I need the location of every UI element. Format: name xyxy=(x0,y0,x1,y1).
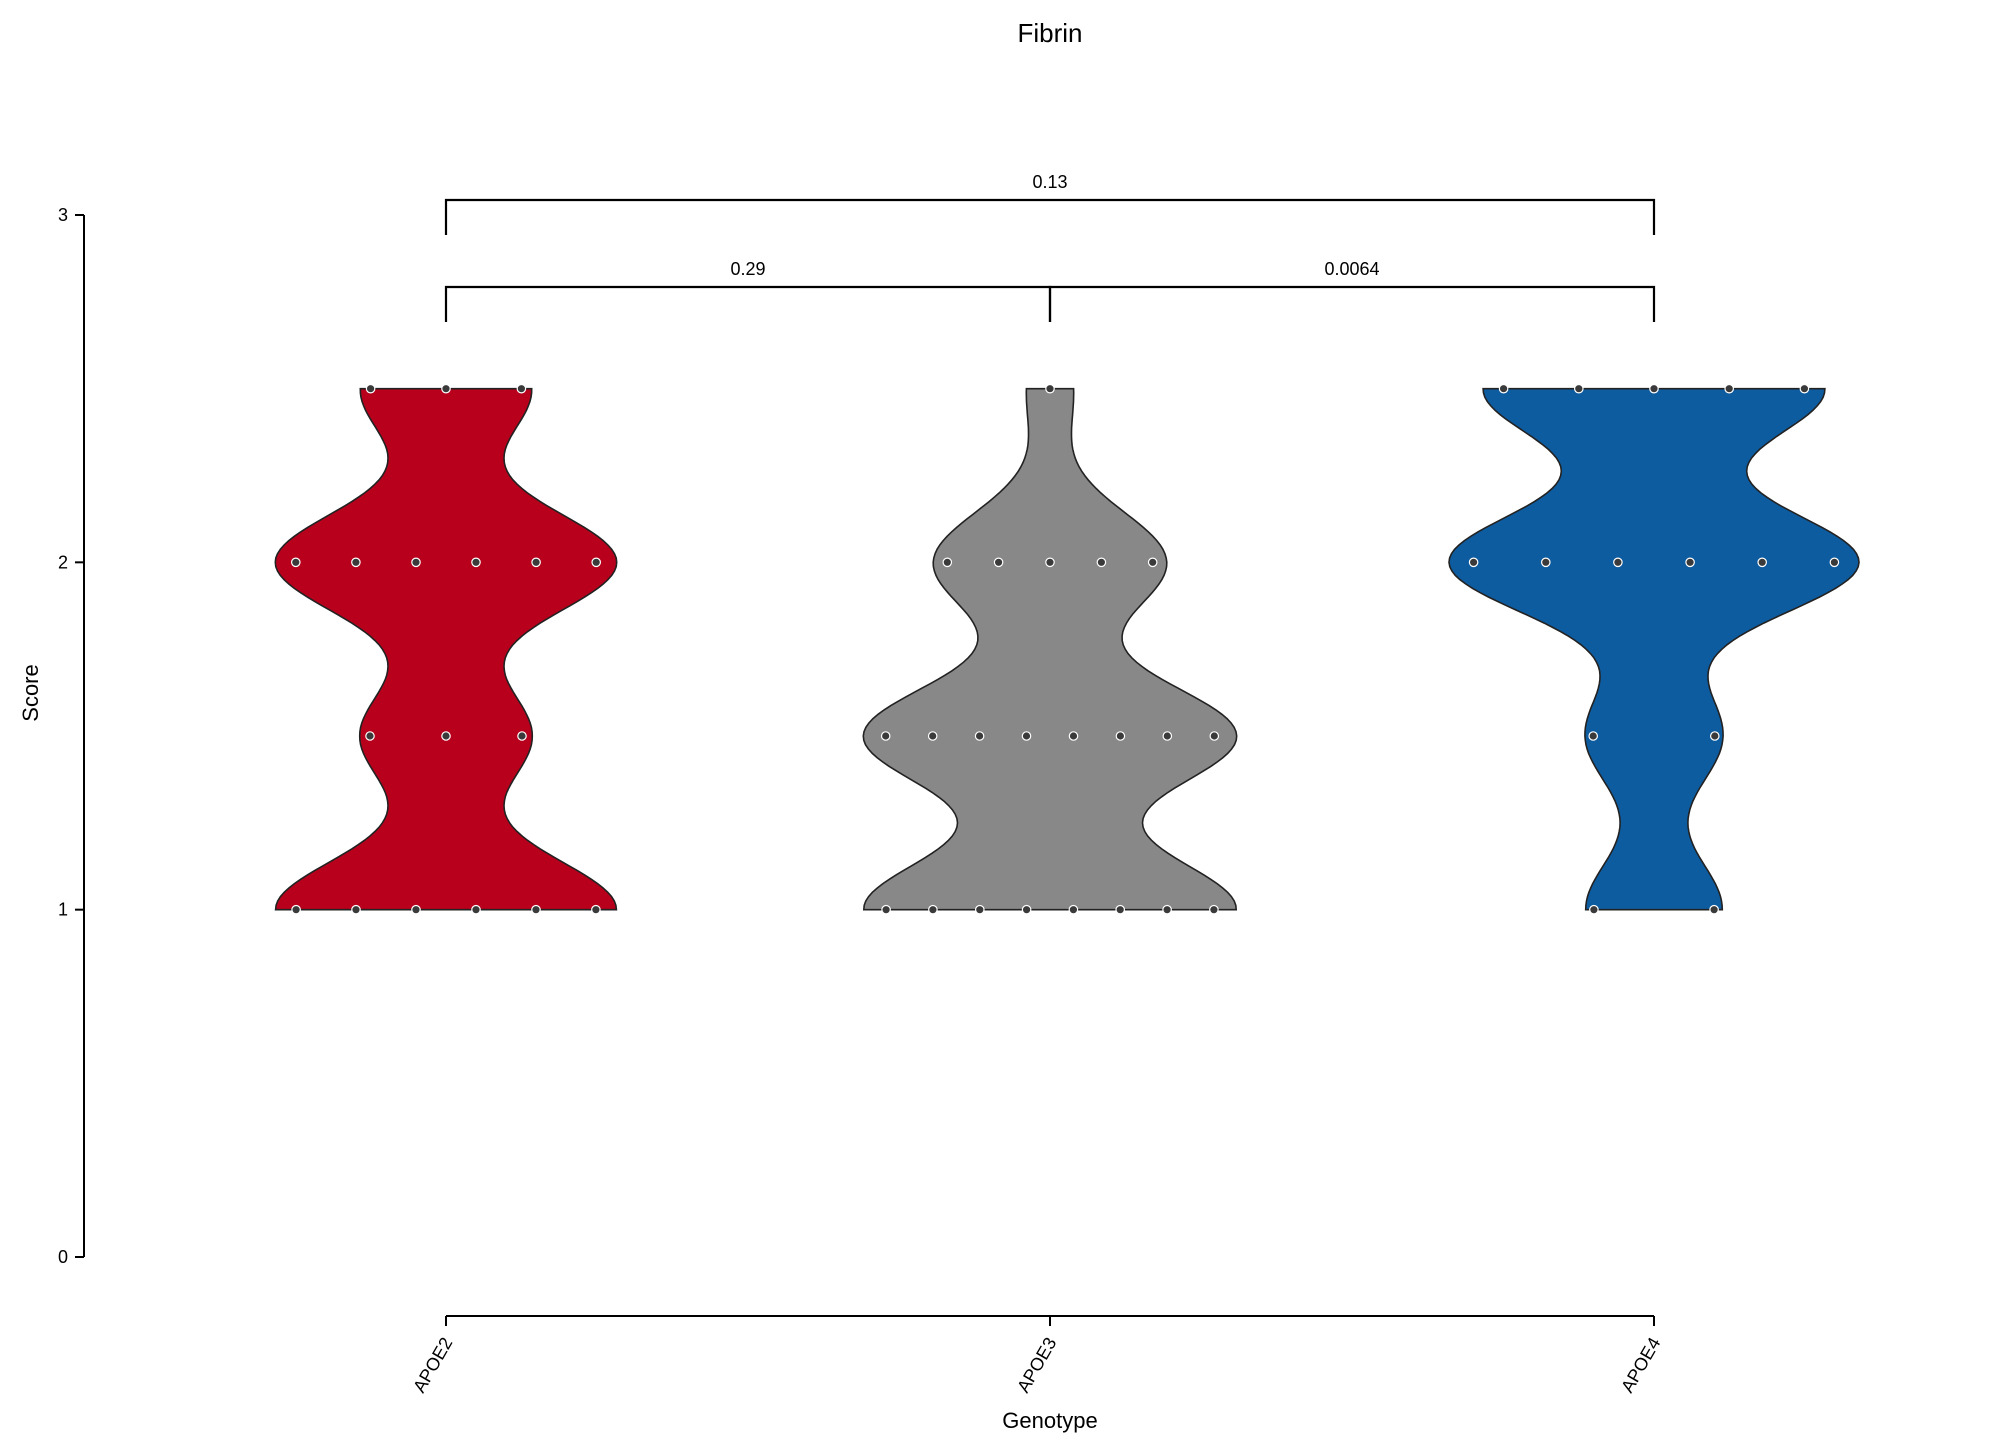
points-layer xyxy=(290,383,1840,915)
data-point xyxy=(351,904,361,915)
data-point xyxy=(1757,557,1767,568)
data-point xyxy=(591,557,601,568)
data-point xyxy=(365,383,376,394)
violin-apoe3 xyxy=(862,387,1238,911)
data-point xyxy=(1068,904,1079,915)
data-point xyxy=(1068,731,1079,741)
data-point xyxy=(351,557,361,568)
data-point xyxy=(1096,557,1107,568)
violin-apoe2 xyxy=(274,387,618,911)
data-point xyxy=(1209,904,1219,915)
data-point xyxy=(1162,731,1173,741)
data-point xyxy=(881,904,891,915)
comparison-bracket xyxy=(444,285,1052,322)
data-point xyxy=(1799,383,1810,394)
data-point xyxy=(411,904,421,915)
data-point xyxy=(1685,557,1695,568)
data-point xyxy=(411,557,421,568)
data-point xyxy=(1541,557,1551,568)
x-tick-label: APOE3 xyxy=(1013,1334,1060,1396)
data-point xyxy=(516,383,527,394)
y-tick-label: 2 xyxy=(58,552,68,572)
data-point xyxy=(1709,904,1719,915)
data-point xyxy=(1209,731,1220,741)
y-tick-label: 3 xyxy=(58,205,68,225)
data-point xyxy=(1589,904,1599,915)
data-point xyxy=(1045,557,1055,568)
data-point xyxy=(531,904,541,915)
y-axis-title: Score xyxy=(18,664,43,721)
data-point xyxy=(1115,731,1126,741)
x-tick-label: APOE4 xyxy=(1617,1334,1664,1396)
data-point xyxy=(1588,731,1598,741)
data-point xyxy=(1147,557,1158,568)
data-point xyxy=(1115,904,1125,915)
y-tick-label: 0 xyxy=(58,1247,68,1267)
significance-brackets: 0.29 0.0064 0.13 xyxy=(444,172,1656,322)
data-point xyxy=(880,731,891,741)
y-axis: 0 1 2 3 xyxy=(58,205,85,1267)
data-point xyxy=(1021,731,1032,741)
data-point xyxy=(1468,557,1479,568)
comparison-bracket xyxy=(1048,285,1656,322)
data-point xyxy=(1162,904,1172,915)
chart-title: Fibrin xyxy=(1017,18,1082,48)
data-point xyxy=(1045,383,1055,394)
y-tick-label: 1 xyxy=(58,900,68,920)
x-axis: APOE2 APOE3 APOE4 xyxy=(409,1315,1664,1396)
data-point xyxy=(531,557,541,568)
data-point xyxy=(1649,383,1659,394)
comparison-bracket xyxy=(444,198,1656,235)
data-point xyxy=(928,904,938,915)
violins-layer xyxy=(274,387,1860,911)
data-point xyxy=(365,731,375,741)
data-point xyxy=(471,904,481,915)
data-point xyxy=(441,731,451,741)
data-point xyxy=(1613,557,1623,568)
data-point xyxy=(974,731,985,741)
data-point xyxy=(1021,904,1032,915)
p-value-label: 0.0064 xyxy=(1324,259,1379,279)
data-point xyxy=(927,731,938,741)
data-point xyxy=(974,904,985,915)
x-axis-title: Genotype xyxy=(1002,1408,1097,1433)
data-point xyxy=(291,904,301,915)
data-point xyxy=(290,557,301,568)
p-value-label: 0.13 xyxy=(1032,172,1067,192)
x-tick-label: APOE2 xyxy=(409,1334,456,1396)
data-point xyxy=(1710,731,1720,741)
data-point xyxy=(517,731,527,741)
data-point xyxy=(993,557,1004,568)
violin-apoe4 xyxy=(1448,387,1860,911)
data-point xyxy=(1829,557,1840,568)
data-point xyxy=(591,904,601,915)
data-point xyxy=(1574,383,1584,394)
data-point xyxy=(1498,383,1509,394)
data-point xyxy=(441,383,451,394)
data-point xyxy=(942,557,953,568)
data-point xyxy=(1724,383,1734,394)
p-value-label: 0.29 xyxy=(730,259,765,279)
data-point xyxy=(471,557,481,568)
